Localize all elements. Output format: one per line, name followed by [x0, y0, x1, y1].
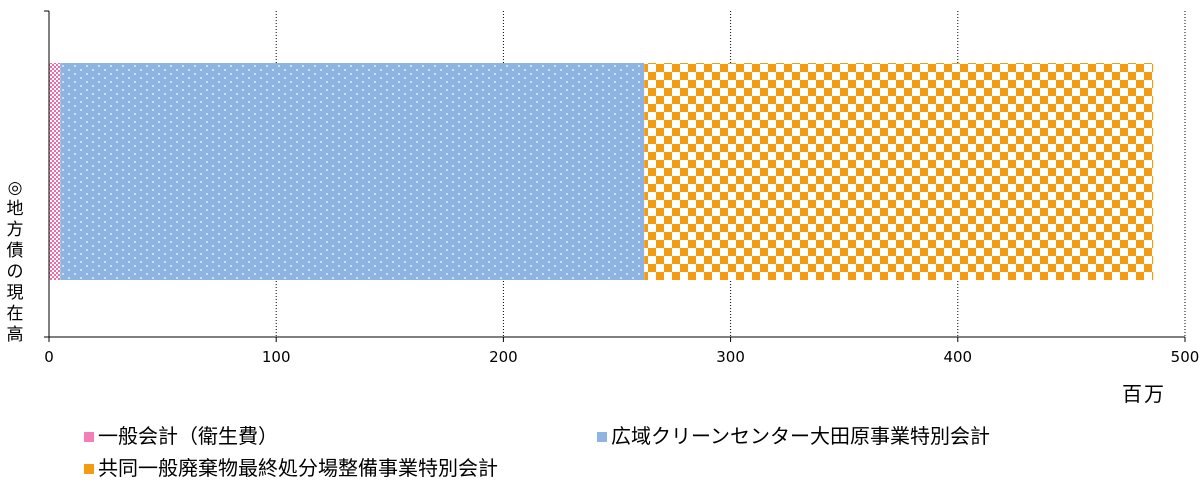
legend-swatch [84, 432, 94, 442]
x-tick-label: 200 [489, 348, 518, 366]
x-axis-unit-label: 百万 [1122, 382, 1166, 406]
x-tick-label: 0 [44, 348, 54, 366]
legend-swatch [84, 464, 94, 474]
x-tick-label: 300 [716, 348, 745, 366]
y-axis-label-char: 在 [6, 304, 24, 324]
y-axis-label: ◎ 地方債の現在高 [3, 178, 27, 346]
legend-label: 共同一般廃棄物最終処分場整備事業特別会計 [98, 456, 498, 480]
y-axis-label-char: 方 [6, 220, 24, 240]
y-axis-label-char: 債 [6, 241, 24, 261]
bar-segment-2 [60, 63, 645, 280]
legend-item-1: 一般会計（衛生費） [84, 420, 278, 449]
y-axis-label-char: 地 [6, 199, 24, 219]
legend-label: 広域クリーンセンター大田原事業特別会計 [611, 424, 990, 448]
legend-swatch [597, 432, 607, 442]
y-axis-label-char: ◎ [7, 178, 23, 198]
legend-item-3: 共同一般廃棄物最終処分場整備事業特別会計 [84, 452, 498, 481]
y-axis-label-char: 高 [6, 325, 24, 345]
legend-item-2: 広域クリーンセンター大田原事業特別会計 [597, 420, 990, 449]
bar-segment-3 [644, 63, 1154, 280]
legend-label: 一般会計（衛生費） [98, 424, 278, 448]
y-axis-label-char: 現 [6, 283, 24, 303]
x-tick-label: 500 [1171, 348, 1200, 366]
y-axis-label-char: の [6, 262, 24, 282]
x-tick-label: 400 [943, 348, 972, 366]
bar-segment-1 [49, 63, 61, 280]
x-tick-label: 100 [262, 348, 291, 366]
